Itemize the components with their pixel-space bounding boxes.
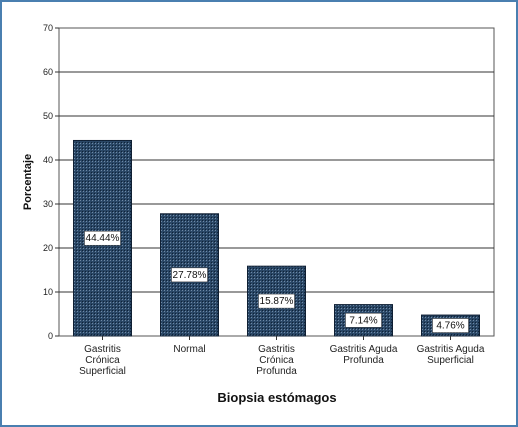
- data-label: 15.87%: [258, 293, 295, 309]
- svg-text:44.44%: 44.44%: [86, 233, 120, 244]
- x-category-label: Normal: [173, 344, 205, 355]
- svg-text:27.78%: 27.78%: [173, 270, 207, 281]
- x-category-label: Gastritis Crónica Superficial: [79, 344, 126, 377]
- y-tick-label: 30: [43, 199, 53, 209]
- svg-text:7.14%: 7.14%: [349, 315, 377, 326]
- y-tick-label: 50: [43, 111, 53, 121]
- x-category-label: Gastritis Crónica Profunda: [256, 344, 297, 377]
- y-tick-label: 0: [48, 331, 53, 341]
- x-category-label: Gastritis Aguda Profunda: [330, 344, 398, 366]
- y-axis-title: Porcentaje: [22, 154, 34, 210]
- data-label: 27.78%: [171, 267, 208, 283]
- data-label: 4.76%: [432, 318, 469, 333]
- y-tick-label: 10: [43, 287, 53, 297]
- x-axis-title: Biopsia estómagos: [217, 390, 336, 405]
- data-labels: 44.44% 27.78% 15.87% 7.14% 4.76%: [84, 230, 469, 333]
- svg-text:15.87%: 15.87%: [260, 296, 294, 307]
- data-label: 44.44%: [84, 230, 121, 246]
- x-category-label: Gastritis Aguda Superficial: [417, 344, 485, 366]
- y-tick-label: 20: [43, 243, 53, 253]
- data-label: 7.14%: [345, 313, 382, 328]
- y-axis-ticks: 0 10 20 30 40 50 60 70: [43, 23, 59, 341]
- x-axis-categories: Gastritis Crónica Superficial Normal Gastrit…: [79, 336, 485, 377]
- y-tick-label: 70: [43, 23, 53, 33]
- y-tick-label: 60: [43, 67, 53, 77]
- y-tick-label: 40: [43, 155, 53, 165]
- svg-text:4.76%: 4.76%: [436, 321, 464, 332]
